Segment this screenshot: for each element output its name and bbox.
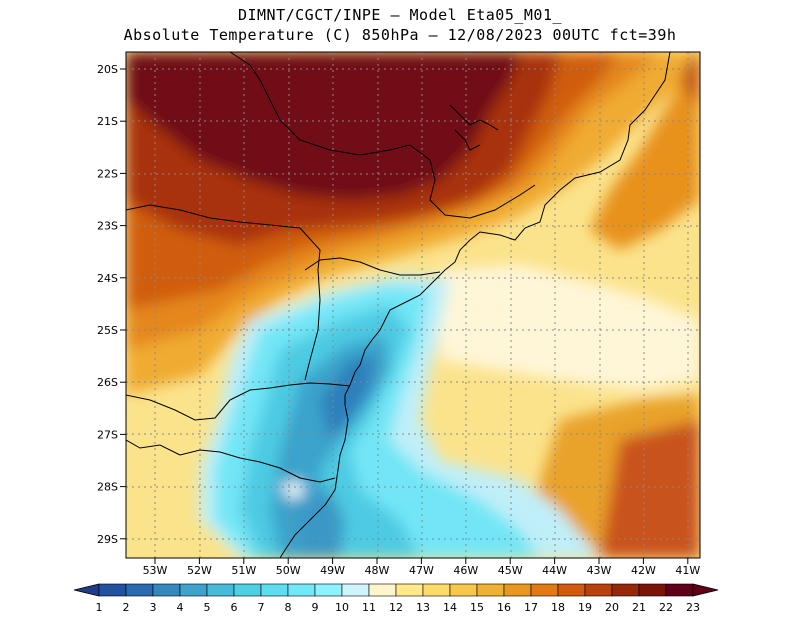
colorbar-label: 12 bbox=[389, 601, 403, 614]
state-border-sp-mg bbox=[429, 184, 536, 219]
colorbar-label: 15 bbox=[470, 601, 484, 614]
colorbar-swatch bbox=[287, 583, 316, 597]
lat-tick-label: 29S bbox=[97, 533, 118, 546]
title-line-2: Absolute Temperature (C) 850hPa – 12/08/… bbox=[123, 26, 677, 44]
colorbar-swatch bbox=[206, 583, 235, 597]
colorbar-label: 16 bbox=[497, 601, 511, 614]
map-frame bbox=[125, 51, 701, 559]
colorbar-swatch bbox=[260, 583, 289, 597]
title-line-1: DIMNT/CGCT/INPE – Model Eta05_M01_ bbox=[237, 6, 563, 24]
lon-tick-label: 48W bbox=[365, 564, 390, 577]
lat-tick-label: 24S bbox=[97, 272, 118, 285]
colorbar-label: 3 bbox=[150, 601, 157, 614]
colorbar-label: 18 bbox=[551, 601, 565, 614]
lon-tick-label: 46W bbox=[453, 564, 478, 577]
colorbar-swatch bbox=[395, 583, 424, 597]
colorbar-label: 2 bbox=[123, 601, 130, 614]
colorbar-label: 7 bbox=[258, 601, 265, 614]
colorbar-swatch bbox=[449, 583, 478, 597]
lon-tick-label: 53W bbox=[143, 564, 168, 577]
reservoir bbox=[449, 104, 499, 151]
river-parana bbox=[299, 227, 321, 381]
colorbar-swatch bbox=[152, 583, 181, 597]
colorbar-swatch bbox=[179, 583, 208, 597]
colorbar-swatch bbox=[341, 583, 370, 597]
lon-tick-label: 51W bbox=[231, 564, 256, 577]
colorbar-swatch bbox=[665, 583, 694, 597]
colorbar-label: 6 bbox=[231, 601, 238, 614]
graticule bbox=[126, 52, 700, 558]
colorbar-label: 8 bbox=[285, 601, 292, 614]
state-border-sc-rs bbox=[179, 449, 336, 483]
colorbar-label: 10 bbox=[335, 601, 349, 614]
colorbar-label: 13 bbox=[416, 601, 430, 614]
border-argentina bbox=[126, 394, 231, 421]
colorbar-label: 14 bbox=[443, 601, 457, 614]
lon-tick-label: 42W bbox=[631, 564, 656, 577]
colorbar-swatch bbox=[638, 583, 667, 597]
border-north bbox=[229, 52, 436, 201]
lat-tick-label: 21S bbox=[97, 115, 118, 128]
colorbar-label: 9 bbox=[312, 601, 319, 614]
colorbar-label: 22 bbox=[659, 601, 673, 614]
colorbar-label: 20 bbox=[605, 601, 619, 614]
state-border-sp-pr bbox=[304, 257, 441, 276]
lat-tick-label: 22S bbox=[97, 167, 118, 180]
lon-tick-label: 41W bbox=[675, 564, 700, 577]
lat-tick-label: 28S bbox=[97, 481, 118, 494]
colorbar-swatch bbox=[611, 583, 640, 597]
lon-tick-label: 49W bbox=[320, 564, 345, 577]
border-uruguay bbox=[126, 439, 181, 456]
temperature-field bbox=[126, 52, 700, 558]
colorbar-max-arrow bbox=[692, 583, 719, 597]
lon-tick-label: 45W bbox=[498, 564, 523, 577]
state-border-pr-sc bbox=[229, 382, 351, 401]
colorbar-label: 1 bbox=[96, 601, 103, 614]
colorbar-swatch bbox=[557, 583, 586, 597]
colorbar-label: 5 bbox=[204, 601, 211, 614]
colorbar-swatch bbox=[233, 583, 262, 597]
colorbar: 1 2 3 4 5 6 7 8 9 10 11 12 13 14 15 16 17 18 19 20 21 22 23 bbox=[73, 583, 719, 614]
lat-tick-label: 27S bbox=[97, 428, 118, 441]
lat-tick-label: 20S bbox=[97, 63, 118, 76]
longitude-axis: 53W 52W 51W 50W 49W 48W 47W 46W 45W 44W 43W 42W 41W bbox=[143, 558, 700, 577]
lon-tick-label: 50W bbox=[276, 564, 301, 577]
colorbar-label: 11 bbox=[362, 601, 376, 614]
latitude-axis: 20S 21S 22S 23S 24S 25S 26S 27S 28S 29S bbox=[97, 63, 126, 546]
lon-tick-label: 47W bbox=[409, 564, 434, 577]
lat-tick-label: 25S bbox=[97, 324, 118, 337]
border-ms-sp bbox=[126, 204, 301, 229]
colorbar-swatch bbox=[530, 583, 559, 597]
colorbar-swatch bbox=[584, 583, 613, 597]
colorbar-swatch bbox=[314, 583, 343, 597]
lon-tick-label: 44W bbox=[542, 564, 567, 577]
colorbar-label: 17 bbox=[524, 601, 538, 614]
colorbar-swatch bbox=[422, 583, 451, 597]
coastline bbox=[279, 52, 671, 558]
colorbar-swatch bbox=[503, 583, 532, 597]
colorbar-swatch bbox=[368, 583, 397, 597]
colorbar-label: 4 bbox=[177, 601, 184, 614]
coastline-and-borders bbox=[126, 52, 671, 558]
colorbar-swatch bbox=[125, 583, 154, 597]
colorbar-swatch bbox=[476, 583, 505, 597]
colorbar-swatch bbox=[98, 583, 127, 597]
lon-tick-label: 43W bbox=[587, 564, 612, 577]
lon-tick-label: 52W bbox=[187, 564, 212, 577]
colorbar-label: 23 bbox=[686, 601, 700, 614]
colorbar-label: 21 bbox=[632, 601, 646, 614]
lat-tick-label: 26S bbox=[97, 376, 118, 389]
colorbar-label: 19 bbox=[578, 601, 592, 614]
lat-tick-label: 23S bbox=[97, 220, 118, 233]
colorbar-min-arrow bbox=[73, 583, 100, 597]
